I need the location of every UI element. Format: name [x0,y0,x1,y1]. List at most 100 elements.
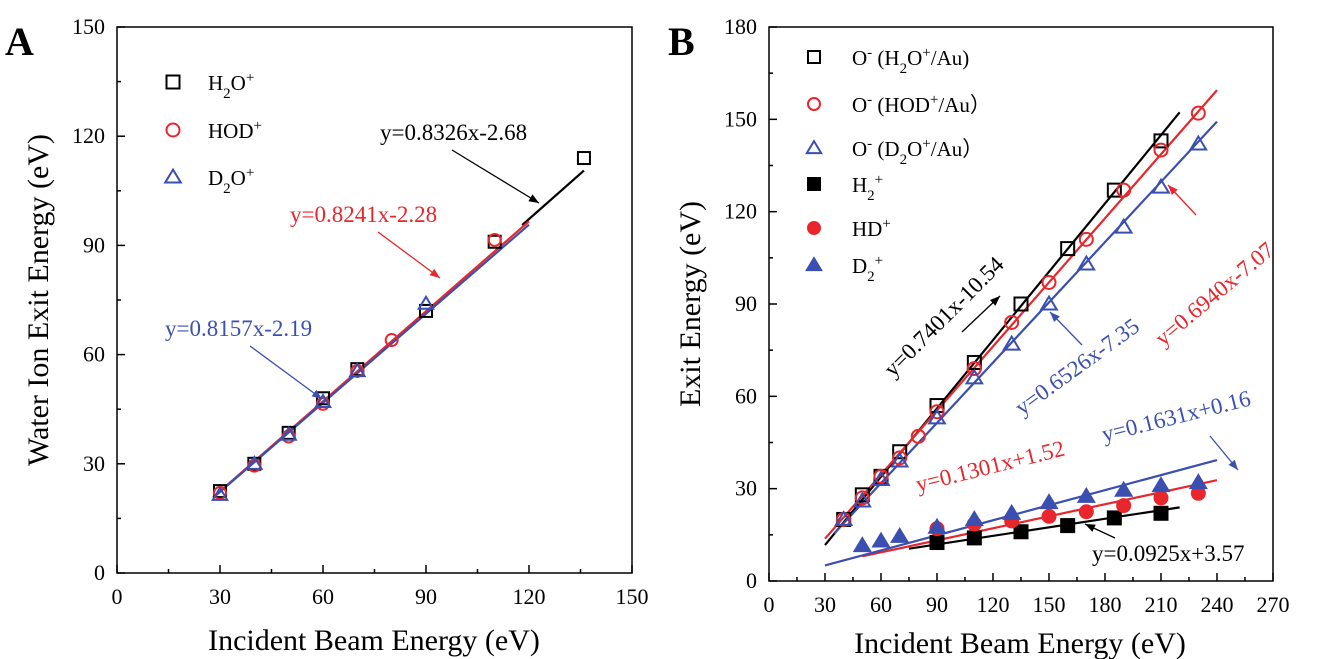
legend-label: H2O+ [208,70,254,102]
data-point [852,491,872,508]
legend-marker [163,167,183,184]
data-point [929,404,945,420]
legend-marker [165,74,181,90]
data-point [1013,296,1029,312]
data-point [910,428,926,444]
x-tick-label: 60 [312,584,334,609]
y-tick-label: 30 [735,476,757,501]
data-point [1013,524,1029,540]
y-tick-label: 180 [724,14,757,39]
panel-b-y-axis-label: Exit Energy (eV) [674,201,707,407]
annotation-arrowhead [311,389,322,399]
data-point [1188,134,1208,151]
legend-label: O- (D2O+/Au） [852,136,983,168]
fit-line [824,458,1218,567]
fit-equation-label: y=0.8326x-2.68 [380,120,527,145]
data-point [1041,508,1057,524]
legend-marker [807,97,821,111]
data-point [487,232,502,247]
data-point [576,151,591,166]
legend-label: HD+ [852,216,891,241]
data-point [211,485,229,501]
x-tick-label: 90 [415,584,437,609]
data-point [966,530,982,546]
x-tick-label: 150 [616,584,649,609]
x-tick-label: 90 [926,592,948,617]
data-point [1114,217,1134,234]
y-tick-label: 30 [83,451,105,476]
data-point [1151,476,1171,493]
y-tick-label: 90 [83,232,105,257]
data-point [1039,294,1059,311]
fit-equation-label: y=0.8241x-2.28 [290,202,437,227]
data-point [1078,231,1094,247]
data-point [417,294,435,310]
annotation-arrowhead [1228,459,1238,470]
data-point [834,510,854,527]
annotation-arrowhead [1085,524,1096,532]
y-tick-label: 0 [746,568,757,593]
fit-equation-label: y=0.6526x-7.35 [1010,313,1144,420]
data-point [1004,314,1020,330]
data-point [1188,473,1208,490]
y-tick-label: 120 [72,123,105,148]
y-tick-label: 0 [94,560,105,585]
x-tick-label: 210 [1145,592,1178,617]
annotation-arrowhead [528,194,539,203]
x-tick-label: 120 [513,584,546,609]
y-tick-label: 150 [724,106,757,131]
fit-line [824,89,1218,540]
data-point [314,393,332,409]
legend-marker [805,139,823,155]
data-point [1116,182,1132,198]
panel-a-legend: H2O+ HOD+ D2O+ [163,70,262,197]
legend-label: O- (HOD+/Au） [852,92,991,117]
fit-equation-label: y=0.8157x-2.19 [165,316,312,341]
x-tick-label: 0 [112,584,123,609]
panel-a-y-axis-label: Water Ion Exit Energy (eV) [22,134,55,466]
legend-label: D2O+ [208,165,254,197]
data-point [929,535,945,551]
data-point [1106,510,1122,526]
data-point [892,450,908,466]
data-point [1153,142,1169,158]
data-point [1190,105,1206,121]
data-point [245,455,264,470]
data-point [419,303,433,318]
data-point [927,517,947,534]
data-point [1041,274,1057,290]
data-point [1002,334,1022,351]
annotation-arrowhead [1050,312,1060,322]
data-point [1153,505,1169,521]
fit-equation-label: y=0.0925x+3.57 [1092,541,1244,566]
annotation-arrow [451,149,540,204]
data-point [1060,241,1076,257]
x-tick-label: 270 [1257,592,1290,617]
y-tick-label: 60 [735,383,757,408]
panel-a-fit-annotations: y=0.8326x-2.68 y=0.8241x-2.28 y=0.8157x-2.… [165,120,540,400]
panel-b-legend: O- (H2O+/Au) O- (HOD+/Au） O- (D2O+/Au） H2+ H… [805,45,991,285]
x-tick-label: 120 [977,592,1010,617]
annotation-arrowhead [989,296,1000,306]
x-tick-label: 0 [764,592,775,617]
panel-a-label: A [5,19,34,64]
x-tick-label: 30 [814,592,836,617]
panel-b: B Incident Beam Energy (eV) Exit Energy … [668,14,1290,659]
fit-equation-label: y=0.6940x-7.07 [1150,237,1279,351]
data-point [1151,177,1171,194]
data-point [1039,493,1059,510]
annotation-arrowhead [1168,185,1178,196]
y-tick-label: 120 [724,199,757,224]
data-point [892,444,908,460]
x-tick-label: 30 [209,584,231,609]
data-point [964,368,984,385]
data-point [1106,182,1122,198]
data-point [927,408,947,425]
data-point [1002,503,1022,520]
data-point [384,333,399,348]
x-tick-label: 240 [1201,592,1234,617]
panel-b-label: B [668,19,695,64]
y-tick-label: 60 [83,342,105,367]
data-point [871,531,891,548]
